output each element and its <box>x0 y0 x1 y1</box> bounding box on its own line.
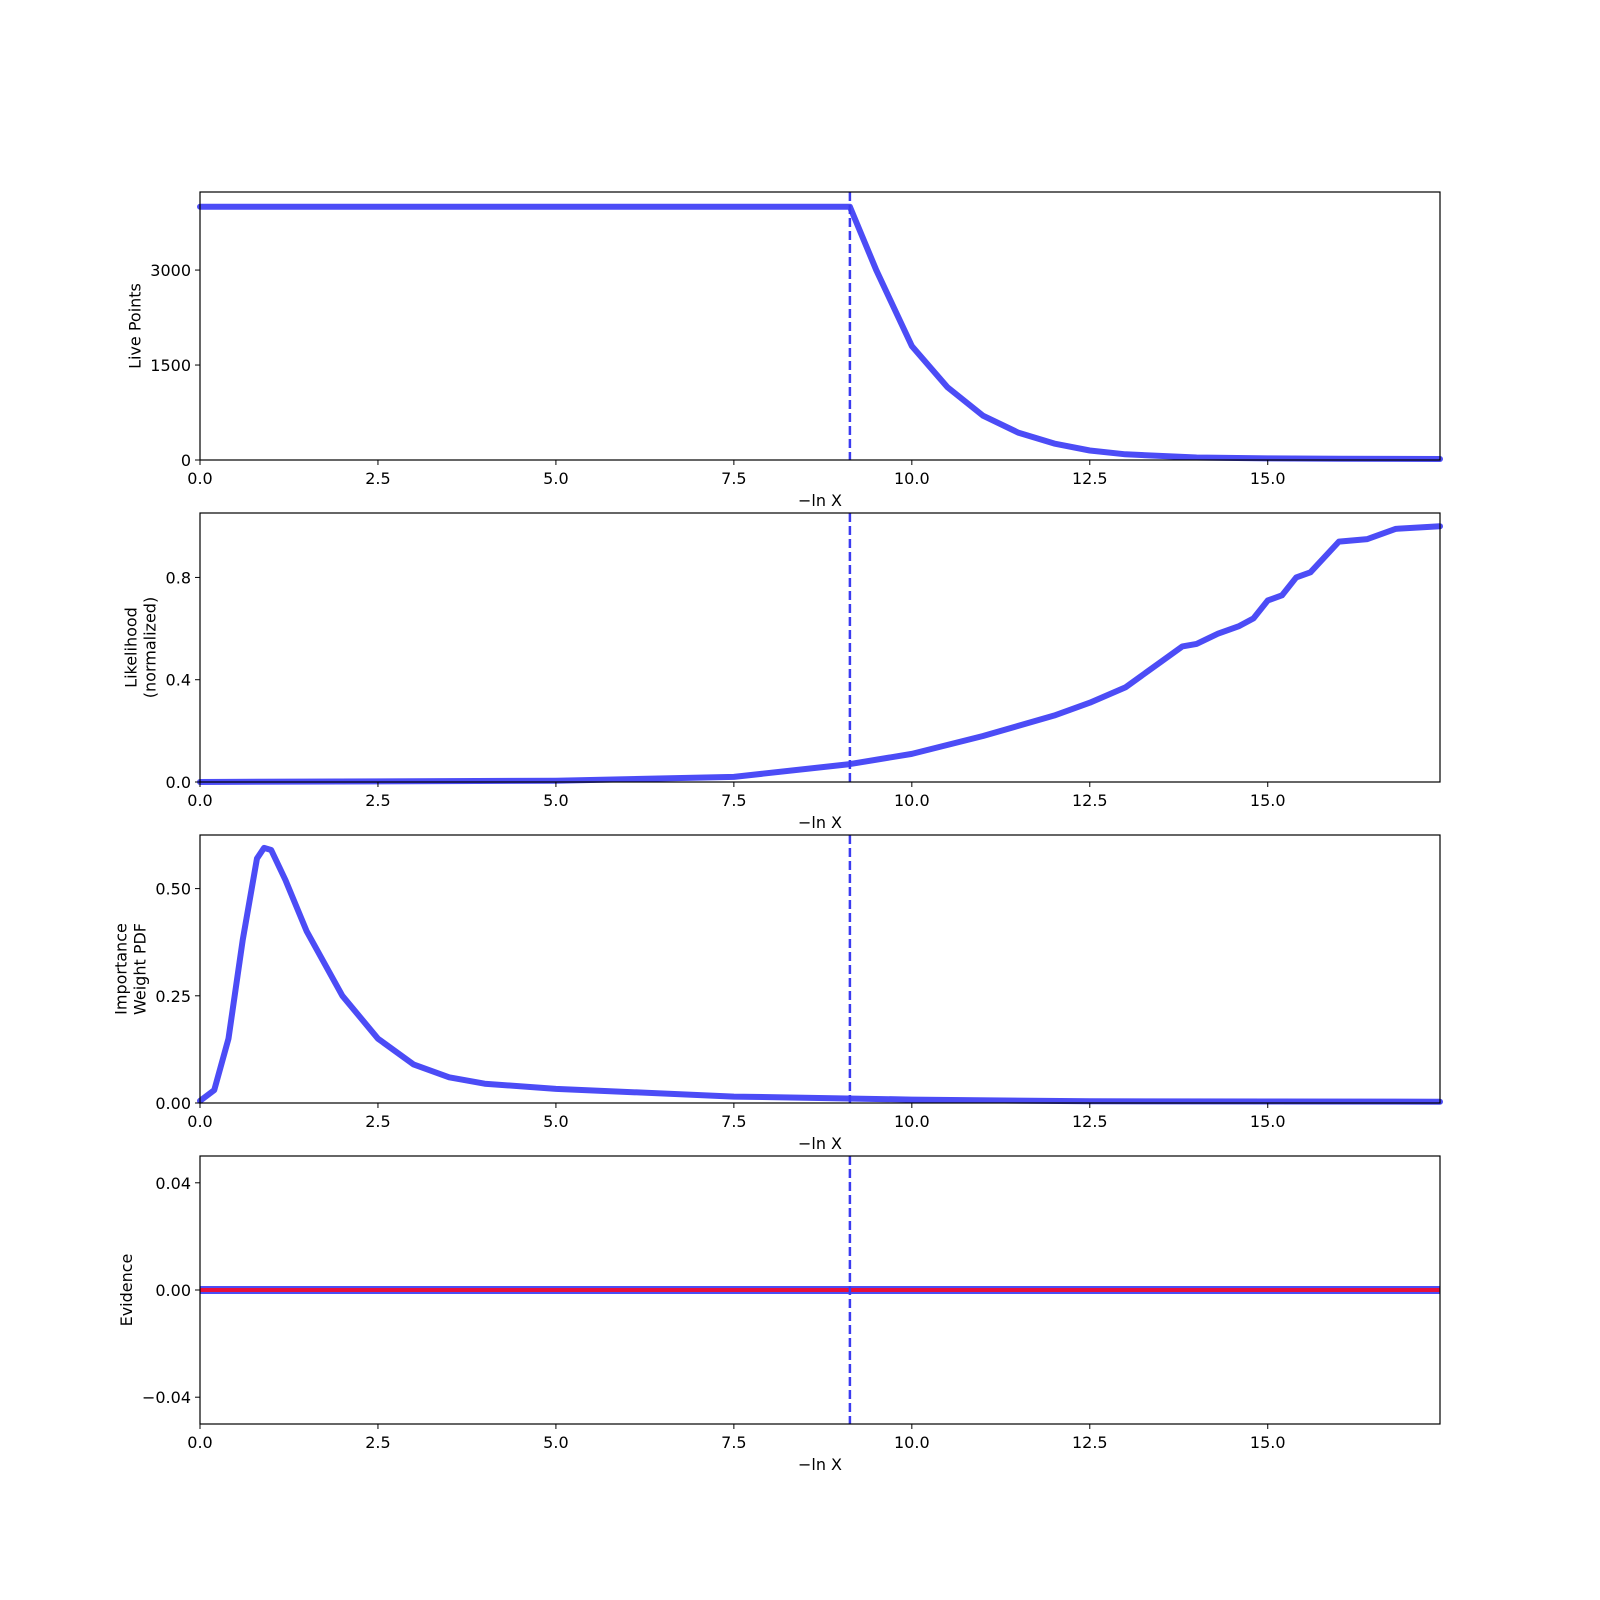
x-axis-label: −ln X <box>798 813 842 832</box>
y-tick-label: −0.04 <box>142 1388 191 1407</box>
y-tick-label: 0.00 <box>155 1094 191 1113</box>
y-tick-label: 3000 <box>150 261 191 280</box>
y-axis-label: Importance <box>111 923 130 1015</box>
x-tick-label: 10.0 <box>894 469 930 488</box>
x-tick-label: 15.0 <box>1250 1433 1286 1452</box>
x-tick-label: 5.0 <box>543 1433 568 1452</box>
x-tick-label: 2.5 <box>365 791 390 810</box>
x-tick-label: 12.5 <box>1072 1433 1108 1452</box>
x-tick-label: 5.0 <box>543 791 568 810</box>
x-axis-label: −ln X <box>798 1134 842 1153</box>
y-axis-label: Evidence <box>117 1254 136 1327</box>
y-tick-label: 0.25 <box>155 987 191 1006</box>
y-axis-label: Live Points <box>125 283 144 369</box>
x-tick-label: 10.0 <box>894 1112 930 1131</box>
x-tick-label: 7.5 <box>721 1433 746 1452</box>
y-axis-label: Likelihood <box>122 607 141 688</box>
y-tick-label: 0 <box>181 451 191 470</box>
x-tick-label: 2.5 <box>365 469 390 488</box>
x-tick-label: 0.0 <box>187 469 212 488</box>
x-tick-label: 12.5 <box>1072 791 1108 810</box>
y-axis-label: (normalized) <box>141 597 160 698</box>
x-tick-label: 15.0 <box>1250 469 1286 488</box>
x-tick-label: 5.0 <box>543 1112 568 1131</box>
x-tick-label: 15.0 <box>1250 791 1286 810</box>
x-tick-label: 2.5 <box>365 1112 390 1131</box>
axes-frame <box>199 834 1441 1104</box>
y-axis-label: Weight PDF <box>130 923 149 1015</box>
x-tick-label: 10.0 <box>894 791 930 810</box>
x-tick-label: 0.0 <box>187 791 212 810</box>
x-tick-label: 7.5 <box>721 469 746 488</box>
y-tick-label: 0.50 <box>155 880 191 899</box>
x-tick-label: 15.0 <box>1250 1112 1286 1131</box>
x-tick-label: 7.5 <box>721 1112 746 1131</box>
x-axis-label: −ln X <box>798 1455 842 1474</box>
x-tick-label: 0.0 <box>187 1433 212 1452</box>
x-tick-label: 5.0 <box>543 469 568 488</box>
x-tick-label: 10.0 <box>894 1433 930 1452</box>
axes-frame <box>199 512 1441 783</box>
y-tick-label: 0.4 <box>166 671 191 690</box>
data-line <box>197 523 1443 785</box>
y-tick-label: 0.0 <box>166 773 191 792</box>
axes-frame <box>199 191 1441 461</box>
data-line <box>197 203 1443 463</box>
y-tick-label: 0.00 <box>155 1281 191 1300</box>
x-tick-label: 12.5 <box>1072 469 1108 488</box>
y-tick-label: 0.04 <box>155 1174 191 1193</box>
x-tick-label: 7.5 <box>721 791 746 810</box>
y-tick-label: 1500 <box>150 356 191 375</box>
data-line <box>197 844 1443 1105</box>
x-tick-label: 2.5 <box>365 1433 390 1452</box>
x-tick-label: 0.0 <box>187 1112 212 1131</box>
x-tick-label: 12.5 <box>1072 1112 1108 1131</box>
x-axis-label: −ln X <box>798 491 842 510</box>
y-tick-label: 0.8 <box>166 568 191 587</box>
